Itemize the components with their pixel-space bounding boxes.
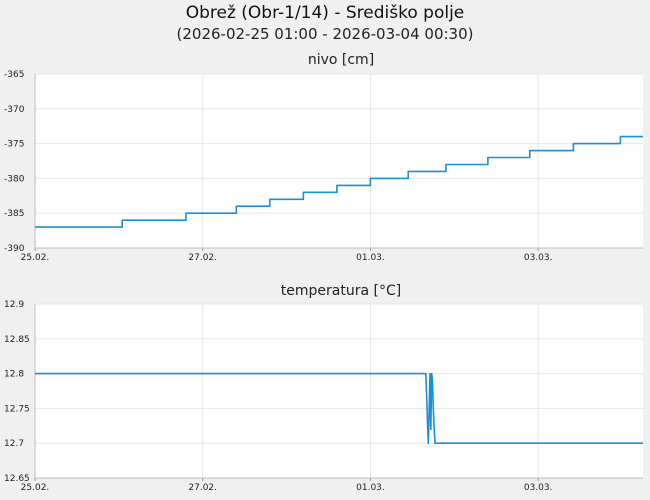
date-range-subtitle: (2026-02-25 01:00 - 2026-03-04 00:30): [176, 25, 474, 43]
y-tick-label: 12.65: [4, 474, 30, 484]
y-tick-label: 12.8: [4, 370, 24, 380]
x-tick-label: 25.02.: [21, 483, 50, 493]
x-tick-label: 27.02.: [188, 483, 217, 493]
y-tick-label: -385: [4, 209, 24, 219]
y-tick-label: -380: [4, 174, 25, 184]
y-tick-label: -365: [4, 70, 24, 80]
y-tick-label: 12.75: [4, 404, 30, 414]
y-tick-label: -375: [4, 140, 24, 150]
series-line-nivo: [35, 135, 643, 228]
plot-title-nivo: nivo [cm]: [308, 52, 374, 68]
x-tick-label: 01.03.: [356, 483, 385, 493]
plot-area-nivo: [35, 74, 643, 248]
y-tick-label: -370: [4, 105, 25, 115]
y-tick-label: 12.7: [4, 439, 24, 449]
x-tick-label: 01.03.: [356, 253, 385, 263]
page-title: Obrež (Obr-1/14) - Središko polje: [185, 3, 465, 23]
x-tick-label: 03.03.: [524, 483, 553, 493]
y-tick-label: 12.9: [4, 300, 24, 310]
series-line-temperature: [35, 372, 643, 445]
plot-area-temperature: [35, 304, 643, 478]
y-tick-label: 12.85: [4, 335, 30, 345]
x-tick-label: 03.03.: [524, 253, 553, 263]
x-tick-label: 25.02.: [21, 253, 50, 263]
plot-title-temperature: temperatura [°C]: [281, 283, 401, 299]
x-tick-label: 27.02.: [188, 253, 217, 263]
y-tick-label: -390: [4, 244, 25, 254]
